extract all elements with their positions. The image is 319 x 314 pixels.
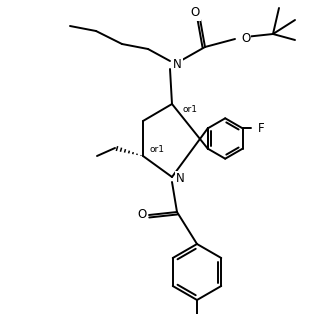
Text: O: O	[241, 33, 250, 46]
Text: O: O	[190, 7, 200, 19]
Text: N: N	[173, 57, 182, 71]
Text: O: O	[137, 208, 147, 221]
Text: or1: or1	[182, 105, 197, 113]
Text: N: N	[176, 172, 185, 186]
Text: or1: or1	[150, 144, 165, 154]
Text: F: F	[258, 122, 264, 135]
